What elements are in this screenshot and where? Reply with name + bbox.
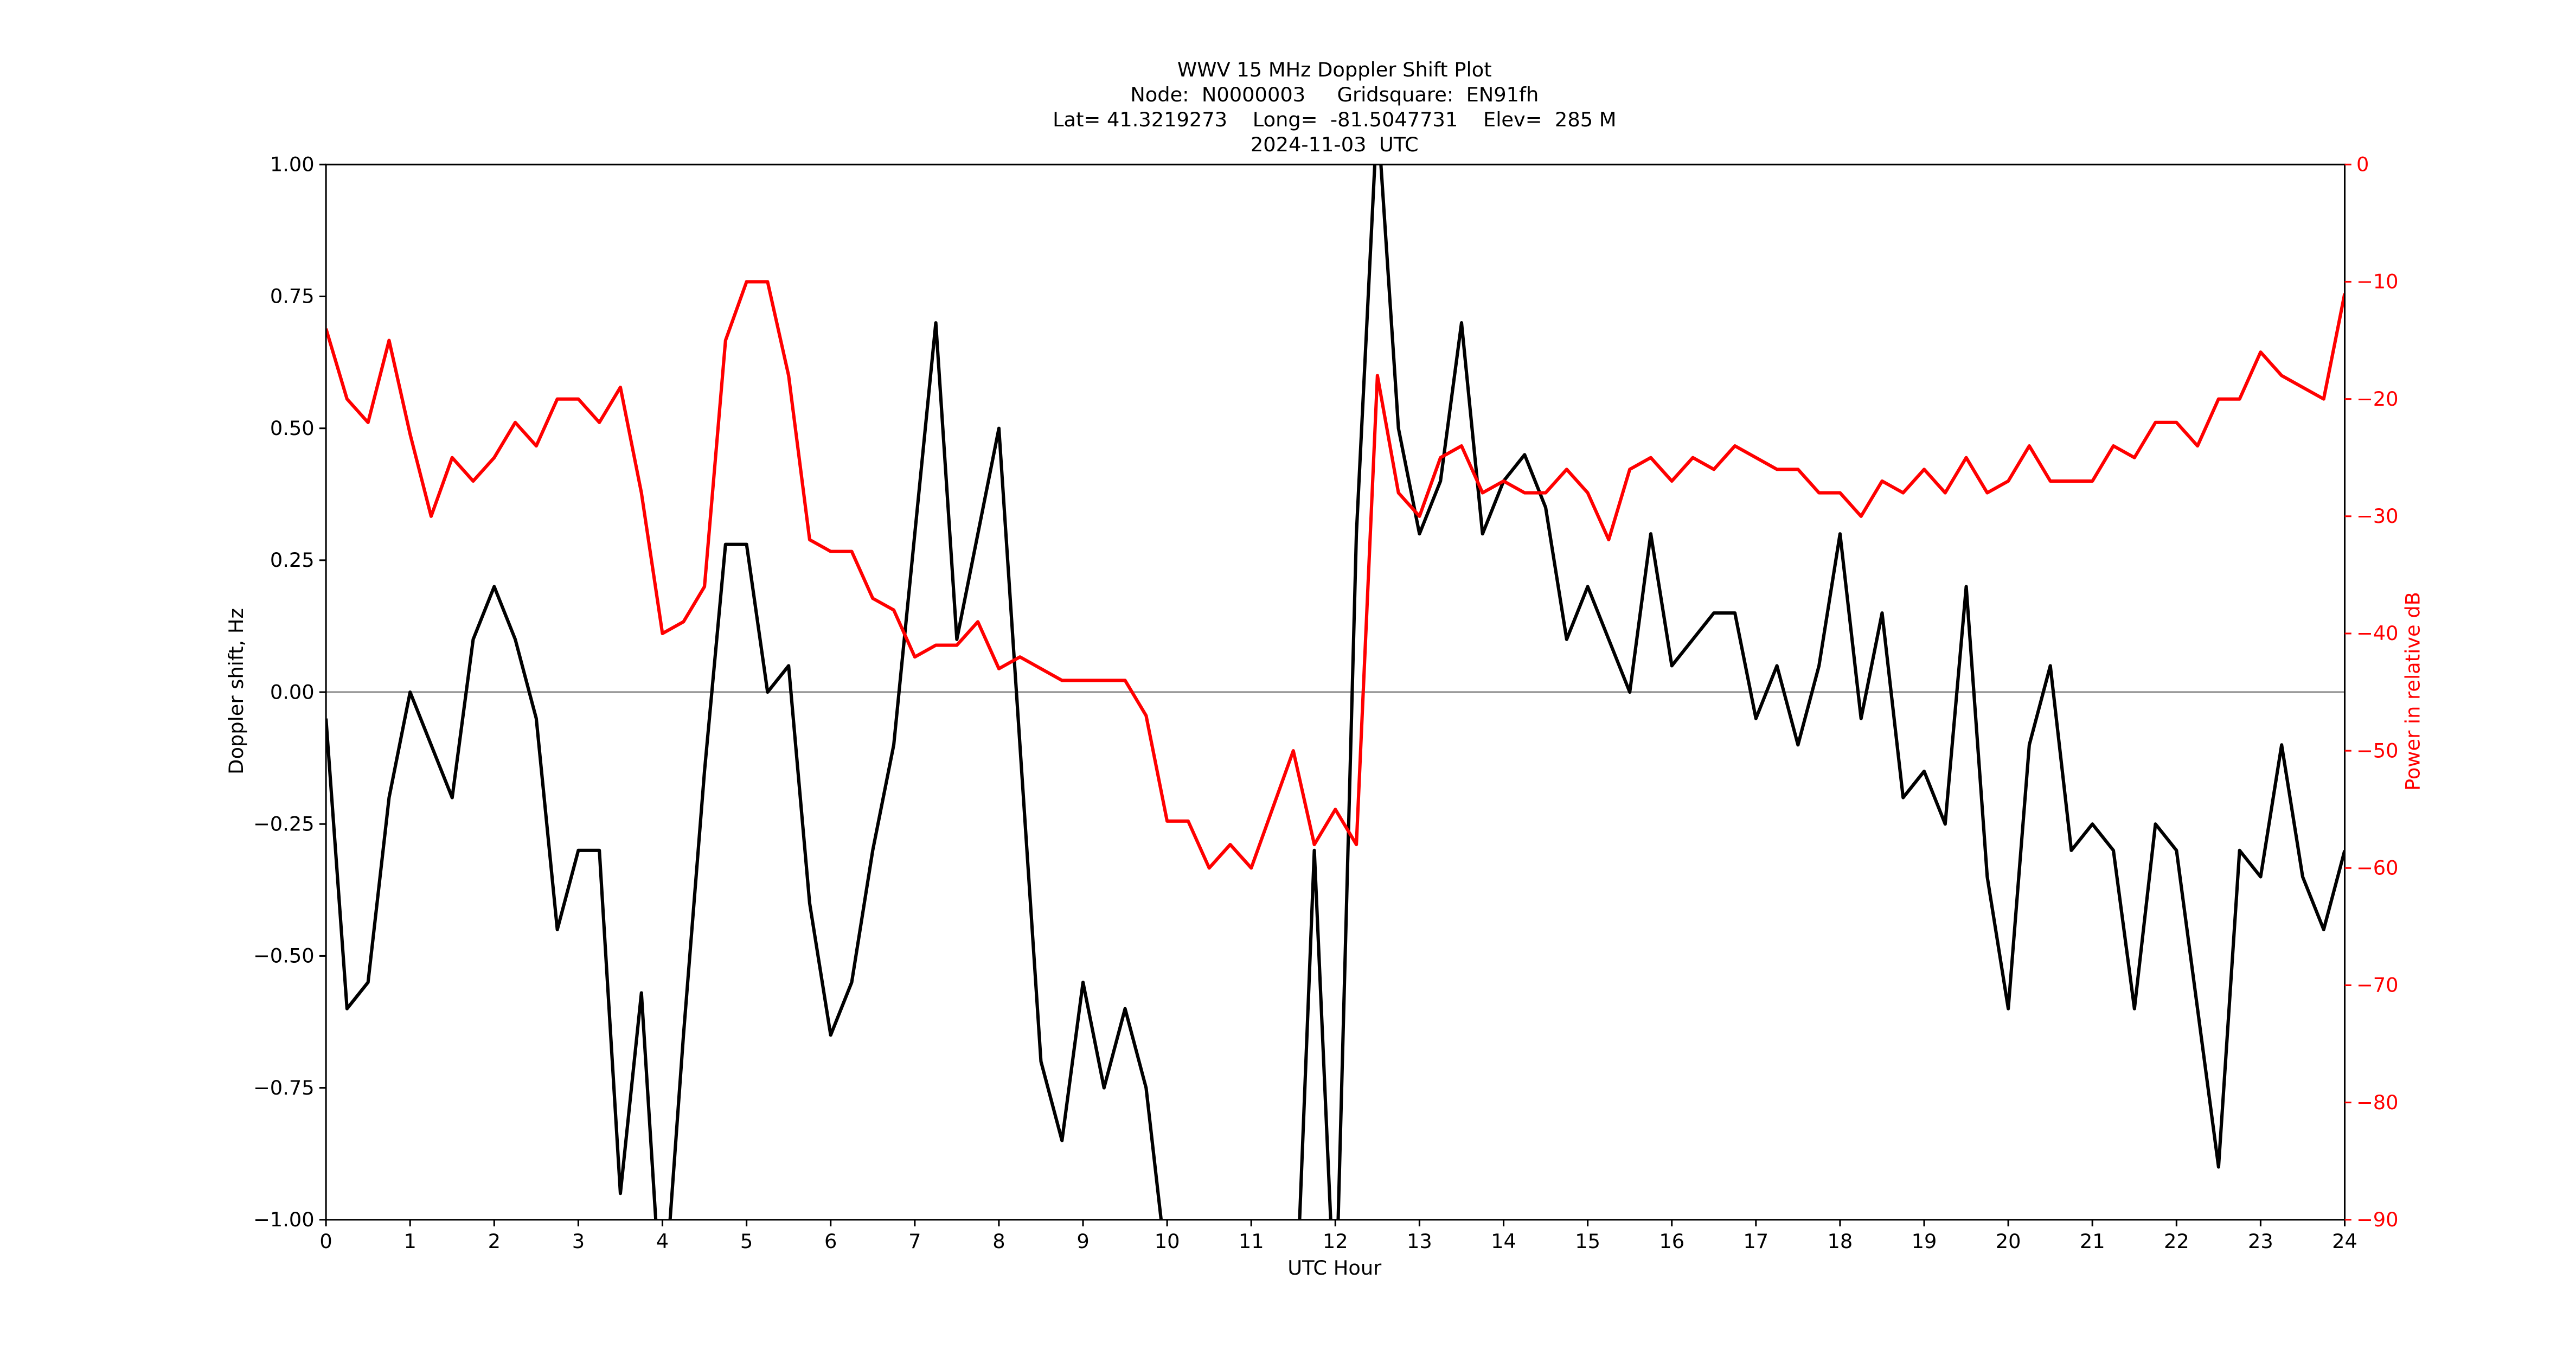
x-tick-label: 5 xyxy=(740,1230,753,1253)
x-tick-label: 4 xyxy=(656,1230,669,1253)
series-line xyxy=(326,164,2345,1220)
series-line xyxy=(326,280,2345,870)
x-tick-label: 10 xyxy=(1155,1230,1180,1253)
y2-tick-label: −70 xyxy=(2356,974,2399,997)
title-line: 2024-11-03 UTC xyxy=(1251,133,1419,156)
y2-tick-label: −40 xyxy=(2356,622,2399,645)
x-tick-label: 24 xyxy=(2332,1230,2357,1253)
y2-tick-label: 0 xyxy=(2356,153,2369,176)
x-tick-label: 12 xyxy=(1323,1230,1348,1253)
x-tick-label: 18 xyxy=(1828,1230,1853,1253)
y-tick-label: 0.25 xyxy=(270,548,315,572)
title-line: WWV 15 MHz Doppler Shift Plot xyxy=(1177,58,1492,81)
x-tick-label: 3 xyxy=(572,1230,585,1253)
x-tick-label: 19 xyxy=(1912,1230,1937,1253)
x-tick-label: 6 xyxy=(824,1230,837,1253)
x-tick-label: 2 xyxy=(488,1230,501,1253)
x-tick-label: 16 xyxy=(1659,1230,1684,1253)
x-tick-label: 13 xyxy=(1407,1230,1432,1253)
y-tick-label: 0.75 xyxy=(270,285,315,308)
x-tick-label: 22 xyxy=(2164,1230,2189,1253)
x-tick-label: 23 xyxy=(2248,1230,2273,1253)
x-tick-label: 7 xyxy=(908,1230,921,1253)
x-tick-label: 8 xyxy=(992,1230,1005,1253)
x-axis-label: UTC Hour xyxy=(1287,1256,1382,1280)
y2-tick-label: −80 xyxy=(2356,1091,2399,1114)
x-tick-label: 21 xyxy=(2080,1230,2105,1253)
y-tick-label: −0.25 xyxy=(253,812,315,835)
y2-tick-label: −90 xyxy=(2356,1208,2399,1231)
y-tick-label: −1.00 xyxy=(253,1208,315,1231)
x-tick-label: 1 xyxy=(404,1230,416,1253)
y2-tick-label: −60 xyxy=(2356,856,2399,880)
y-tick-label: −0.50 xyxy=(253,944,315,968)
y2-tick-label: −50 xyxy=(2356,739,2399,762)
x-tick-label: 0 xyxy=(319,1230,332,1253)
plot-area xyxy=(326,164,2345,1220)
y2-tick-label: −30 xyxy=(2356,504,2399,528)
y-tick-label: 0.50 xyxy=(270,417,315,440)
title-line: Lat= 41.3219273 Long= -81.5047731 Elev= … xyxy=(1053,108,1616,131)
y-tick-label: 1.00 xyxy=(270,153,315,176)
x-tick-label: 15 xyxy=(1575,1230,1600,1253)
plot-frame xyxy=(325,163,2346,1221)
y2-tick-label: −20 xyxy=(2356,387,2399,411)
x-tick-label: 20 xyxy=(1996,1230,2021,1253)
x-tick-label: 11 xyxy=(1239,1230,1264,1253)
y-axis-label: Doppler shift, Hz xyxy=(225,608,248,775)
title-line: Node: N0000003 Gridsquare: EN91fh xyxy=(1130,83,1539,106)
x-tick-label: 9 xyxy=(1076,1230,1089,1253)
x-tick-label: 14 xyxy=(1491,1230,1516,1253)
y-tick-label: −0.75 xyxy=(253,1076,315,1099)
y2-axis-label: Power in relative dB xyxy=(2401,592,2424,791)
y-tick-label: 0.00 xyxy=(270,680,315,703)
x-tick-label: 17 xyxy=(1743,1230,1768,1253)
y2-tick-label: −10 xyxy=(2356,270,2399,293)
